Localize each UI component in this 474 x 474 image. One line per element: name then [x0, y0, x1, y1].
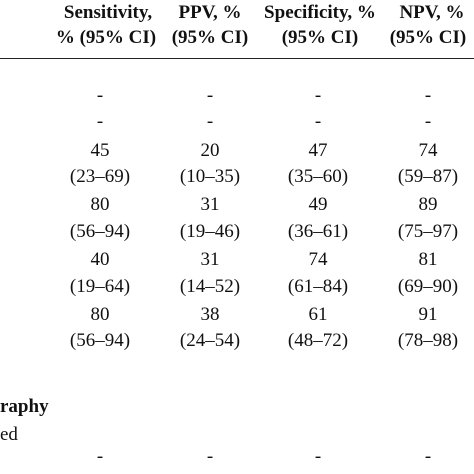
- table-cell: (19–64): [69, 276, 131, 297]
- table-cell: (59–87): [397, 166, 459, 187]
- table-cell: 89: [418, 194, 438, 215]
- table-cell: (48–72): [287, 330, 349, 351]
- table-cell: 81: [418, 249, 438, 270]
- table-cell: 40: [90, 249, 110, 270]
- header-specificity-ci: (95% CI): [281, 27, 359, 48]
- table-cell: -: [206, 85, 214, 106]
- table-cell: (14–52): [179, 276, 241, 297]
- table-cell: (75–97): [397, 221, 459, 242]
- header-rule: [0, 58, 474, 59]
- table-cell: 38: [200, 304, 220, 325]
- header-npv: NPV, %: [399, 2, 465, 23]
- table-cell: (19–46): [179, 221, 241, 242]
- header-sensitivity-ci: % (95% CI): [55, 27, 157, 48]
- table-cell: -: [424, 446, 432, 467]
- table-cell: -: [96, 111, 104, 132]
- table-cell: 49: [308, 194, 328, 215]
- table-cell: -: [424, 111, 432, 132]
- table-cell: 61: [308, 304, 328, 325]
- section-label: raphy: [0, 396, 49, 417]
- header-ppv: PPV, %: [178, 2, 242, 23]
- table-cell: -: [206, 111, 214, 132]
- table-cell: -: [206, 446, 214, 467]
- header-specificity: Specificity, %: [264, 2, 376, 23]
- table-cell: 74: [308, 249, 328, 270]
- table-cell: 74: [418, 140, 438, 161]
- header-sensitivity: Sensitivity,: [63, 2, 153, 23]
- table-cell: (61–84): [287, 276, 349, 297]
- table-cell: 91: [418, 304, 438, 325]
- table-cell: (56–94): [69, 330, 131, 351]
- table-cell: 20: [200, 140, 220, 161]
- table-cell: -: [96, 85, 104, 106]
- table-cell: (24–54): [179, 330, 241, 351]
- table-cell: 31: [200, 194, 220, 215]
- table-cell: (78–98): [397, 330, 459, 351]
- table-cell: 45: [90, 140, 110, 161]
- table-cell: 47: [308, 140, 328, 161]
- table-cell: 31: [200, 249, 220, 270]
- header-ppv-ci: (95% CI): [171, 27, 249, 48]
- table-cell: 80: [90, 304, 110, 325]
- table-cell: (69–90): [397, 276, 459, 297]
- table-header: Sensitivity, PPV, % Specificity, % NPV, …: [0, 0, 474, 55]
- table-cell: (56–94): [69, 221, 131, 242]
- table-cell: -: [96, 446, 104, 467]
- table-cell: 80: [90, 194, 110, 215]
- table-cell: (10–35): [179, 166, 241, 187]
- table-cell: -: [424, 85, 432, 106]
- table-cell: (35–60): [287, 166, 349, 187]
- section-sublabel: ed: [0, 424, 18, 445]
- table-cell: -: [314, 85, 322, 106]
- table-cell: -: [314, 446, 322, 467]
- header-npv-ci: (95% CI): [389, 27, 467, 48]
- table-cell: -: [314, 111, 322, 132]
- table-cell: (23–69): [69, 166, 131, 187]
- table-cell: (36–61): [287, 221, 349, 242]
